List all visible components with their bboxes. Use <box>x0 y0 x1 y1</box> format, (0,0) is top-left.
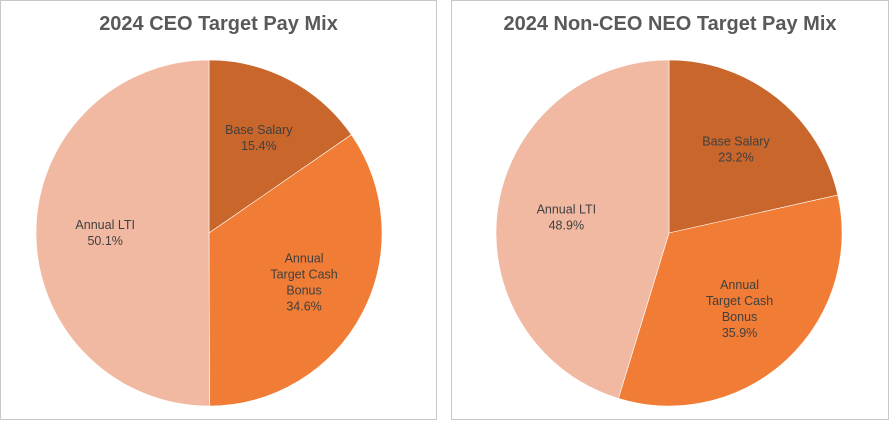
pie-slice-annual-lti <box>495 59 670 399</box>
ceo-pay-mix-panel: 2024 CEO Target Pay Mix Base Salary 15.4%… <box>0 0 437 420</box>
data-label-base-salary: Base Salary 15.4% <box>225 123 293 153</box>
data-label-annual-target-cash-bonus: Annual Target Cash Bonus 34.6% <box>270 252 337 314</box>
pie-slice-annual-target-cash-bonus <box>208 134 383 407</box>
data-label-annual-lti: Annual LTI 50.1% <box>75 218 135 248</box>
pie-slice-base-salary <box>208 59 352 234</box>
neo-pay-mix-panel: 2024 Non-CEO NEO Target Pay Mix Base Sal… <box>451 0 889 420</box>
pie-slice-annual-target-cash-bonus <box>618 194 843 407</box>
neo-pie-chart: Base Salary 23.2% Annual Target Cash Bonus 35… <box>495 59 843 407</box>
data-label-annual-target-cash-bonus: Annual Target Cash Bonus 35.9% <box>706 278 773 340</box>
data-label-base-salary: Base Salary 23.2% <box>702 134 770 164</box>
ceo-pie-chart: Base Salary 15.4% Annual Target Cash Bonus 34… <box>35 59 383 407</box>
pie-slice-base-salary <box>668 59 839 234</box>
data-label-annual-lti: Annual LTI 48.9% <box>537 203 597 233</box>
pie-slice-annual-lti <box>35 59 210 407</box>
chart-title: 2024 CEO Target Pay Mix <box>99 13 338 35</box>
chart-title: 2024 Non-CEO NEO Target Pay Mix <box>503 13 837 35</box>
